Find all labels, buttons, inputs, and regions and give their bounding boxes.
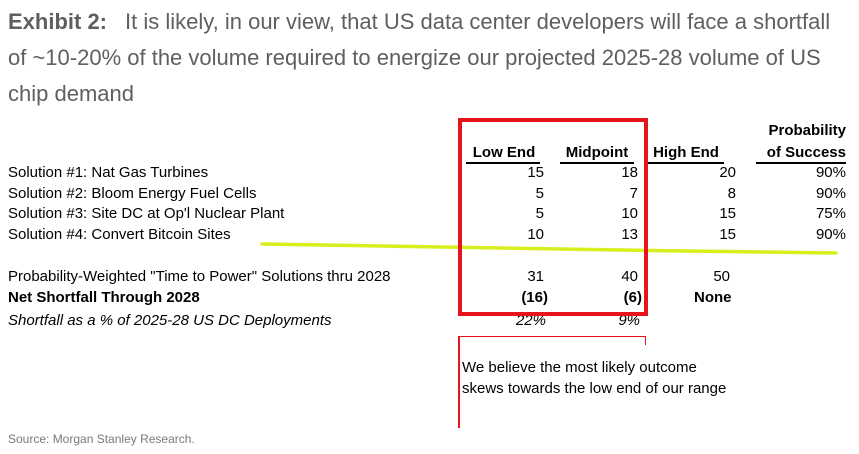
header-high-end: High End bbox=[653, 144, 719, 161]
cell-solution-4-high: 15 bbox=[719, 226, 736, 243]
cell-solution-4-prob: 90% bbox=[815, 226, 846, 243]
cell-solution-2-high: 8 bbox=[727, 185, 736, 202]
header-underline-low bbox=[466, 162, 540, 164]
row-label-net-shortfall: Net Shortfall Through 2028 bbox=[8, 289, 200, 306]
cell-solution-1-low: 15 bbox=[527, 164, 544, 181]
cell-solution-1-mid: 18 bbox=[621, 164, 638, 181]
header-low-end: Low End bbox=[472, 144, 536, 161]
callout-bracket-stem bbox=[458, 336, 460, 428]
header-probability-line2: of Success bbox=[766, 144, 846, 161]
row-label-weighted: Probability-Weighted "Time to Power" Sol… bbox=[8, 268, 391, 285]
cell-solution-3-mid: 10 bbox=[621, 205, 638, 222]
cell-shortfall-high: None bbox=[694, 289, 732, 306]
cell-solution-2-mid: 7 bbox=[629, 185, 638, 202]
cell-shortfall-mid: (6) bbox=[623, 289, 642, 306]
header-underline-mid bbox=[560, 162, 634, 164]
cell-weighted-mid: 40 bbox=[621, 268, 638, 285]
row-label-solution-3: Solution #3: Site DC at Op'l Nuclear Pla… bbox=[8, 205, 285, 222]
low-mid-highlight-box bbox=[458, 118, 648, 316]
header-underline-high bbox=[648, 162, 724, 164]
cell-solution-2-prob: 90% bbox=[815, 185, 846, 202]
cell-solution-1-prob: 90% bbox=[815, 164, 846, 181]
cell-solution-3-high: 15 bbox=[719, 205, 736, 222]
header-underline-prob bbox=[756, 162, 846, 164]
cell-solution-4-mid: 13 bbox=[621, 226, 638, 243]
row-label-solution-2: Solution #2: Bloom Energy Fuel Cells bbox=[8, 185, 257, 202]
header-midpoint: Midpoint bbox=[565, 144, 629, 161]
callout-note: We believe the most likely outcome skews… bbox=[462, 359, 727, 397]
cell-solution-4-low: 10 bbox=[527, 226, 544, 243]
cell-shortfall-low: (16) bbox=[521, 289, 548, 306]
exhibit-label: Exhibit 2: bbox=[8, 9, 108, 34]
source-line: Source: Morgan Stanley Research. bbox=[8, 432, 195, 446]
callout-bracket bbox=[458, 336, 646, 345]
cell-weighted-high: 50 bbox=[713, 268, 730, 285]
cell-solution-3-prob: 75% bbox=[815, 205, 846, 222]
cell-weighted-low: 31 bbox=[527, 268, 544, 285]
cell-pct-mid: 9% bbox=[618, 312, 640, 329]
header-probability-line1: Probability bbox=[768, 122, 846, 139]
cell-pct-low: 22% bbox=[515, 312, 546, 329]
cell-solution-2-low: 5 bbox=[535, 185, 544, 202]
row-label-solution-4: Solution #4: Convert Bitcoin Sites bbox=[8, 226, 231, 243]
exhibit-title: Exhibit 2: It is likely, in our view, tha… bbox=[8, 4, 848, 112]
exhibit-text: It is likely, in our view, that US data … bbox=[8, 9, 831, 106]
row-label-shortfall-pct: Shortfall as a % of 2025-28 US DC Deploy… bbox=[8, 312, 332, 329]
row-label-solution-1: Solution #1: Nat Gas Turbines bbox=[8, 164, 209, 181]
cell-solution-3-low: 5 bbox=[535, 205, 544, 222]
cell-solution-1-high: 20 bbox=[719, 164, 736, 181]
